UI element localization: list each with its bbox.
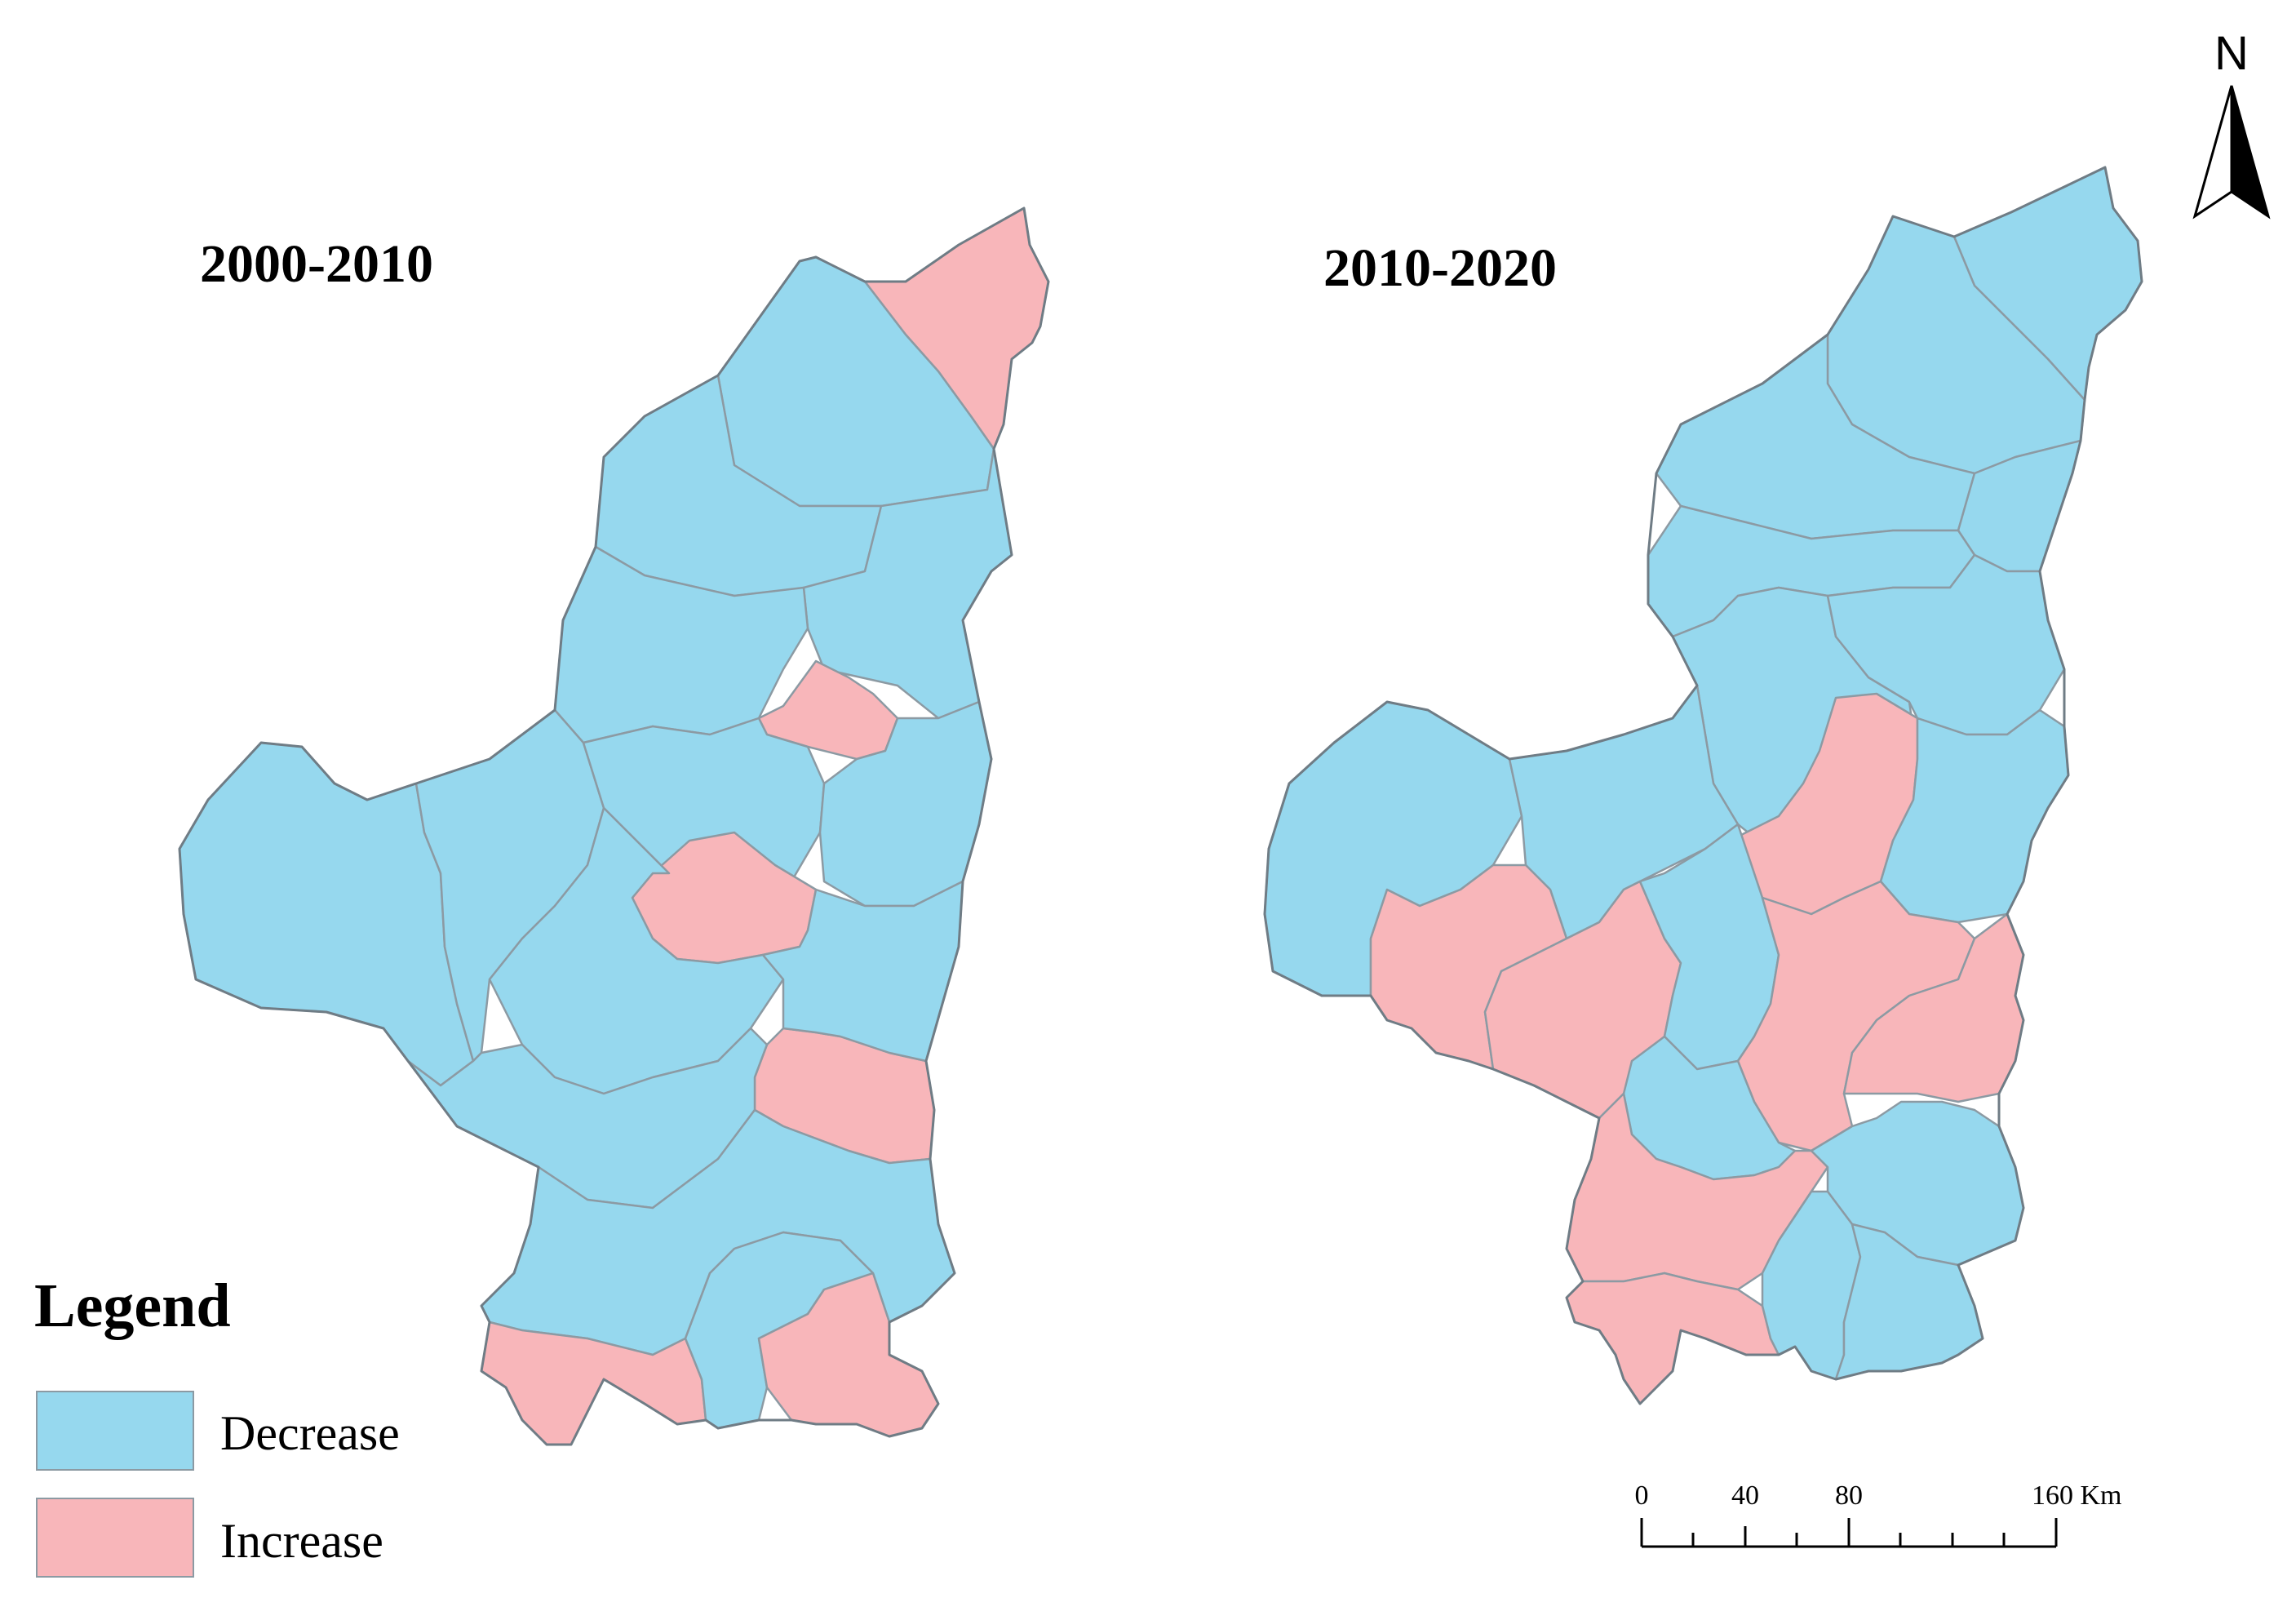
legend-label-decrease: Decrease [220, 1406, 400, 1460]
map-2000-2010-border [178, 206, 1050, 1446]
scale-bar: 0 40 80 160 Km [1635, 1480, 2122, 1548]
north-arrow-icon [2192, 85, 2271, 220]
map-2010-2020-regions [1263, 166, 2143, 1405]
legend-label-increase: Increase [220, 1514, 383, 1568]
north-label: N [2214, 27, 2249, 80]
legend-swatch-decrease [36, 1391, 194, 1471]
scale-tick-label: 80 [1835, 1480, 1863, 1511]
scale-tick-label: 0 [1635, 1480, 1649, 1511]
legend: Legend Decrease Increase [34, 1272, 400, 1578]
map-2000-2010: 2000-2010 [178, 206, 1050, 1446]
legend-swatch-increase [36, 1498, 194, 1578]
map-2010-2020-border [1263, 166, 2143, 1405]
map-2000-2010-regions [178, 206, 1050, 1446]
legend-title: Legend [34, 1272, 231, 1340]
scale-tick-label: 160 Km [2032, 1480, 2122, 1511]
region [1565, 1272, 1780, 1405]
scale-bar-line [1640, 1518, 2058, 1548]
north-arrow: N [2192, 27, 2271, 220]
map-title-2010-2020: 2010-2020 [1323, 238, 1557, 298]
scale-tick-label: 40 [1731, 1480, 1759, 1511]
map-title-2000-2010: 2000-2010 [200, 234, 433, 294]
map-2010-2020: 2010-2020 [1263, 166, 2143, 1405]
